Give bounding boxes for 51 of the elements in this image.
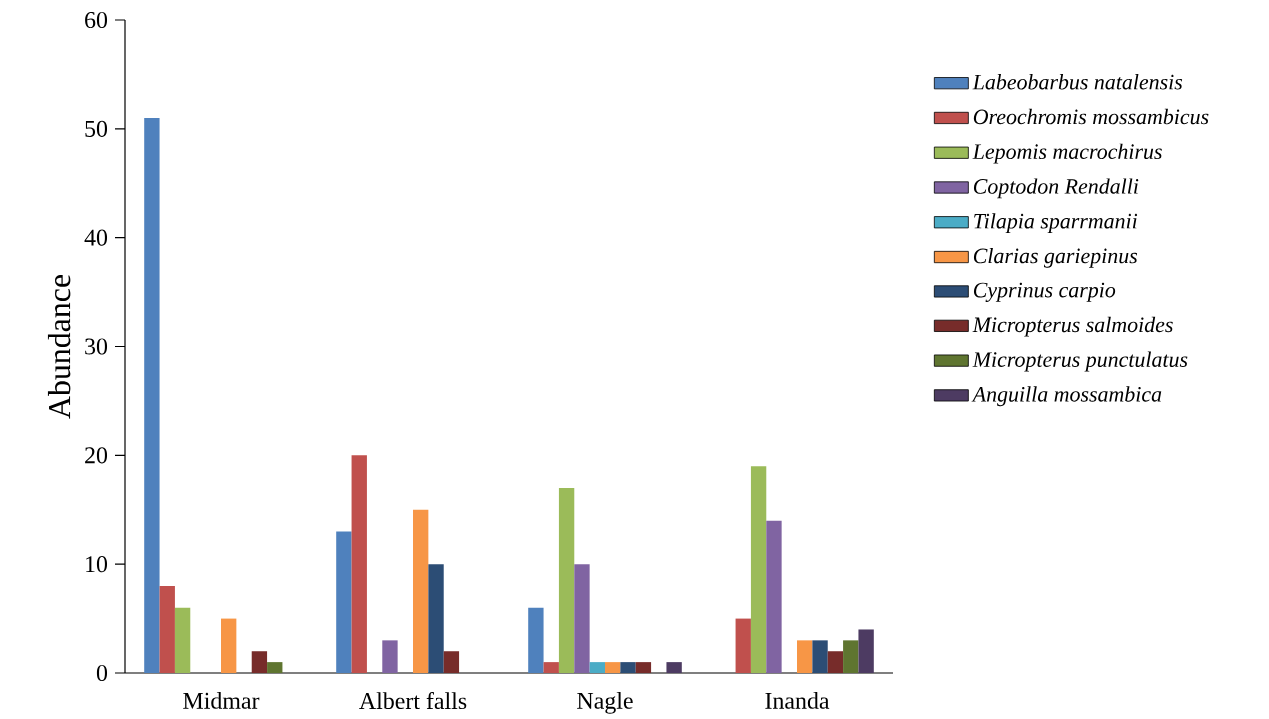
- y-axis-title: Abundance: [47, 275, 71, 419]
- bar: [443, 651, 460, 673]
- x-tick-label: Midmar: [183, 692, 260, 709]
- bar: [735, 618, 751, 673]
- legend-label: Micropterus salmoides: [972, 316, 1173, 337]
- bar: [221, 618, 237, 673]
- bar: [827, 651, 844, 673]
- bar: [589, 662, 605, 673]
- y-tick-label: 10: [86, 556, 108, 573]
- bar: [750, 466, 767, 673]
- bar: [574, 564, 590, 673]
- bar: [159, 585, 175, 673]
- bar: [605, 662, 621, 673]
- y-tick-label: 30: [85, 338, 108, 355]
- y-tick-label: 50: [85, 120, 108, 137]
- legend-label: Coptodon Rendalli: [973, 178, 1139, 199]
- bar: [428, 564, 444, 673]
- bar: [812, 640, 828, 673]
- legend-label: Anguilla mossambica: [971, 386, 1162, 407]
- bar: [528, 607, 544, 673]
- bar: [543, 662, 559, 673]
- legend-label: Tilapia sparrmanii: [974, 213, 1138, 234]
- bar: [666, 662, 682, 673]
- bar: [413, 509, 429, 673]
- bar: [620, 662, 636, 673]
- bar: [251, 651, 268, 673]
- bar: [766, 520, 782, 673]
- bar: [336, 531, 352, 673]
- bar: [351, 455, 367, 673]
- y-tick-label: 20: [85, 447, 108, 464]
- y-tick-label: 60: [85, 11, 108, 29]
- y-tick-label: 0: [96, 664, 108, 682]
- bar: [843, 640, 859, 673]
- y-tick-label: 40: [84, 229, 108, 246]
- legend-label: Oreochromis mossambicus: [973, 108, 1209, 125]
- legend-label: Cyprinus carpio: [973, 282, 1116, 302]
- legend-label: Lepomis macrochirus: [972, 143, 1162, 164]
- bar: [144, 117, 160, 673]
- x-tick-label: Albert falls: [359, 692, 467, 710]
- bar: [797, 640, 813, 673]
- bar: [858, 629, 874, 673]
- legend-label: Labeobarbus natalensis: [972, 74, 1183, 90]
- bar: [635, 662, 652, 673]
- legend-label: Clarias gariepinus: [973, 247, 1138, 268]
- x-tick-label: Nagle: [577, 692, 633, 714]
- bar: [382, 640, 398, 673]
- bar: [174, 607, 191, 673]
- legend-label: Micropterus punctulatus: [972, 351, 1188, 372]
- bar: [267, 662, 283, 673]
- x-tick-label: Inanda: [765, 692, 830, 709]
- bar: [558, 487, 575, 673]
